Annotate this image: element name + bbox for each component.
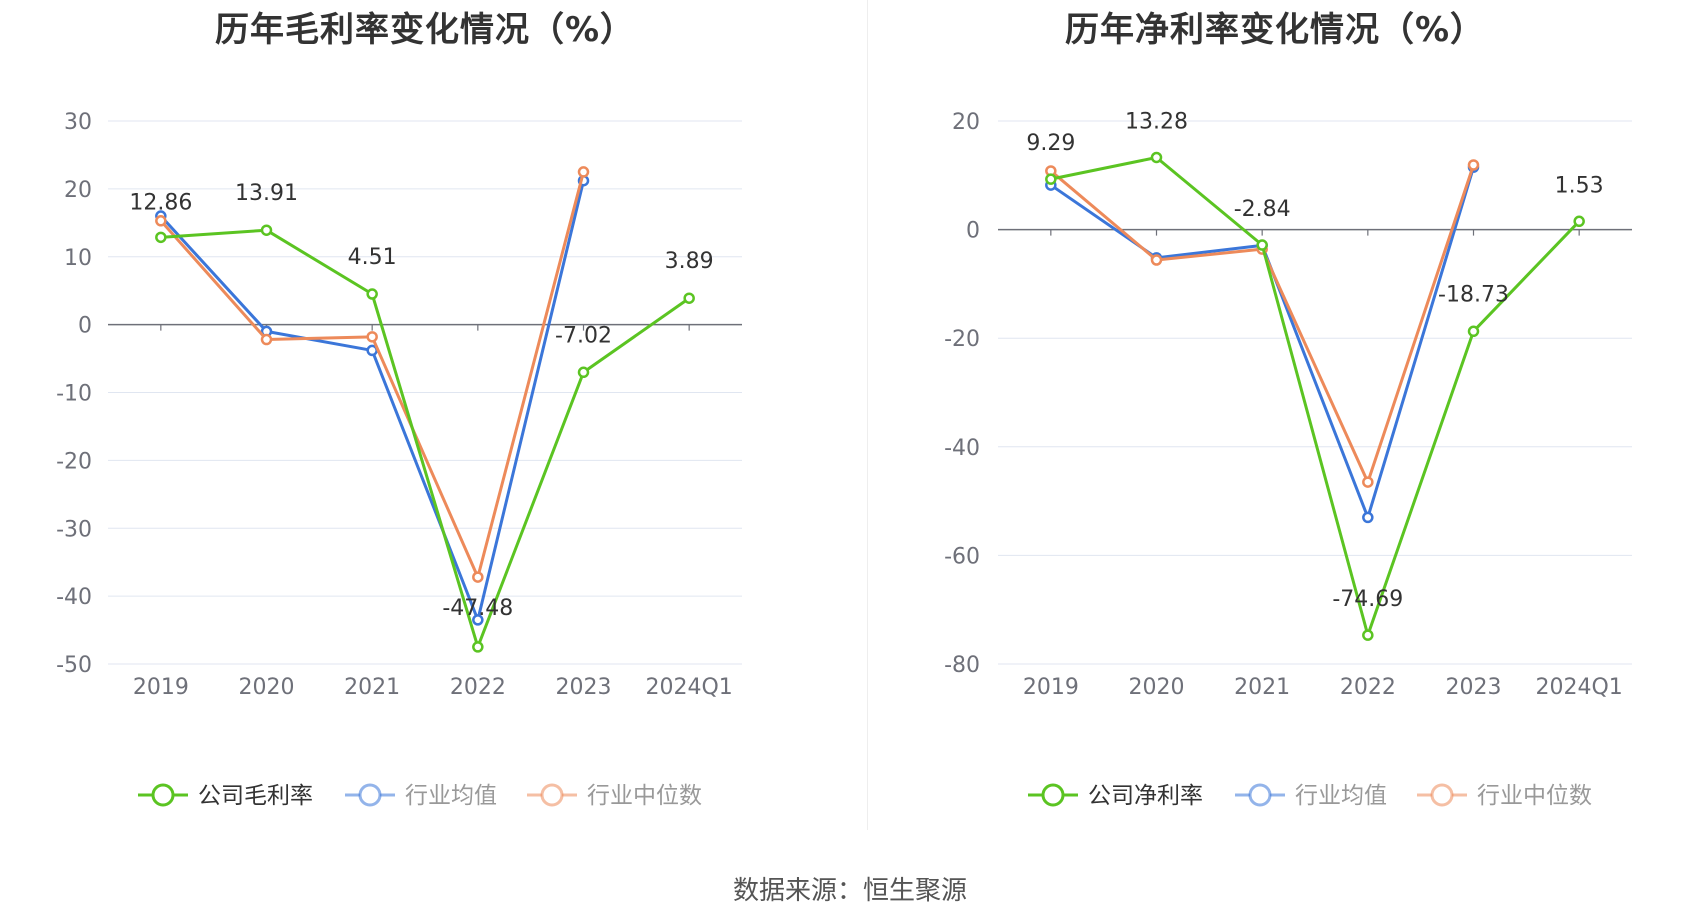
y-tick-label: -20	[944, 327, 980, 352]
series-line	[1050, 155, 1581, 637]
data-point	[683, 292, 695, 304]
y-tick-label: 0	[78, 314, 92, 339]
data-label: 9.29	[1026, 131, 1075, 156]
chart-panel-net-margin: 历年净利率变化情况（%） 20 0 -20 -40 -60 -80 2019 2020 2021…	[850, 0, 1700, 830]
x-tick-label: 2020	[1129, 675, 1185, 700]
panel-divider	[867, 0, 868, 830]
data-point	[366, 288, 378, 300]
data-label: 4.51	[348, 245, 397, 270]
data-point	[366, 331, 378, 343]
y-tick-label: 20	[952, 110, 980, 135]
chart-title: 历年毛利率变化情况（%）	[214, 10, 636, 50]
chart-panel-gross-margin: 历年毛利率变化情况（%） 30 20 10 0 -10 -20 -30 -40 -50 2019 2…	[0, 0, 850, 830]
y-tick-label: -40	[944, 436, 980, 461]
data-point	[1362, 476, 1374, 488]
data-point	[1573, 215, 1585, 228]
legend-marker	[358, 783, 382, 807]
x-tick-label: 2023	[1446, 675, 1502, 700]
x-tick-label: 2021	[344, 675, 400, 700]
data-label: 1.53	[1555, 173, 1604, 198]
data-point	[1256, 239, 1268, 251]
legend-marker	[540, 783, 564, 807]
data-label: -7.02	[555, 323, 612, 348]
legend-marker	[1248, 783, 1272, 807]
legend-label: 行业中位数	[1477, 783, 1592, 809]
legend-label: 公司毛利率	[198, 783, 313, 809]
data-point	[155, 231, 167, 244]
data-point	[472, 641, 484, 653]
x-tick-label: 2023	[556, 675, 612, 700]
data-source-note: 数据来源：恒生聚源	[732, 876, 967, 906]
y-tick-label: 30	[64, 110, 92, 135]
y-tick-label: -50	[56, 653, 92, 678]
x-tick-label: 2021	[1234, 675, 1290, 700]
series-line	[160, 228, 691, 649]
data-label: -74.69	[1332, 587, 1403, 612]
data-label: 3.89	[665, 249, 714, 274]
data-label: -2.84	[1234, 197, 1291, 222]
y-tick-label: -60	[944, 544, 980, 569]
data-point	[1467, 159, 1480, 171]
gross-margin-chart: 30 20 10 0 -10 -20 -30 -40 -50 2019 2020 2021 2022 20…	[56, 110, 742, 809]
net-margin-chart: 20 0 -20 -40 -60 -80 2019 2020 2021 2022 2023 2024Q…	[944, 109, 1632, 809]
y-tick-label: 20	[64, 178, 92, 203]
data-label: 13.28	[1125, 109, 1188, 134]
y-tick-label: -40	[56, 585, 92, 610]
data-label: -18.73	[1438, 282, 1509, 307]
data-point	[472, 571, 484, 583]
legend-marker	[1041, 783, 1065, 807]
legend-label: 行业均值	[1295, 783, 1387, 809]
legend-label: 行业均值	[405, 783, 497, 809]
x-tick-label: 2024Q1	[646, 675, 733, 700]
data-point	[1150, 151, 1163, 164]
data-label: 13.91	[235, 181, 298, 206]
data-point	[577, 366, 590, 379]
y-tick-label: 10	[64, 246, 92, 271]
legend-label: 行业中位数	[587, 783, 702, 809]
data-point	[1150, 254, 1163, 266]
x-tick-label: 2022	[450, 675, 506, 700]
data-point	[1362, 629, 1374, 641]
y-tick-label: -80	[944, 653, 980, 678]
chart-title: 历年净利率变化情况（%）	[1064, 10, 1486, 50]
data-point	[1045, 173, 1057, 185]
x-tick-label: 2020	[239, 675, 295, 700]
x-tick-label: 2024Q1	[1536, 675, 1623, 700]
y-tick-label: -20	[56, 449, 92, 474]
data-label: -47.48	[442, 596, 513, 621]
legend-marker	[1430, 783, 1454, 807]
x-tick-label: 2022	[1340, 675, 1396, 700]
y-tick-label: -10	[56, 382, 92, 407]
data-point	[260, 333, 273, 346]
legend-marker	[151, 783, 175, 807]
x-tick-label: 2019	[133, 675, 189, 700]
data-point	[577, 166, 590, 178]
y-tick-label: -30	[56, 517, 92, 542]
data-point	[1467, 325, 1480, 338]
data-point	[155, 215, 167, 227]
data-point	[472, 614, 484, 626]
y-tick-label: 0	[966, 219, 980, 244]
data-label: 12.86	[129, 190, 192, 215]
data-point	[260, 224, 273, 236]
data-point	[1362, 511, 1374, 524]
x-tick-label: 2019	[1023, 675, 1079, 700]
legend-label: 公司净利率	[1088, 783, 1203, 809]
